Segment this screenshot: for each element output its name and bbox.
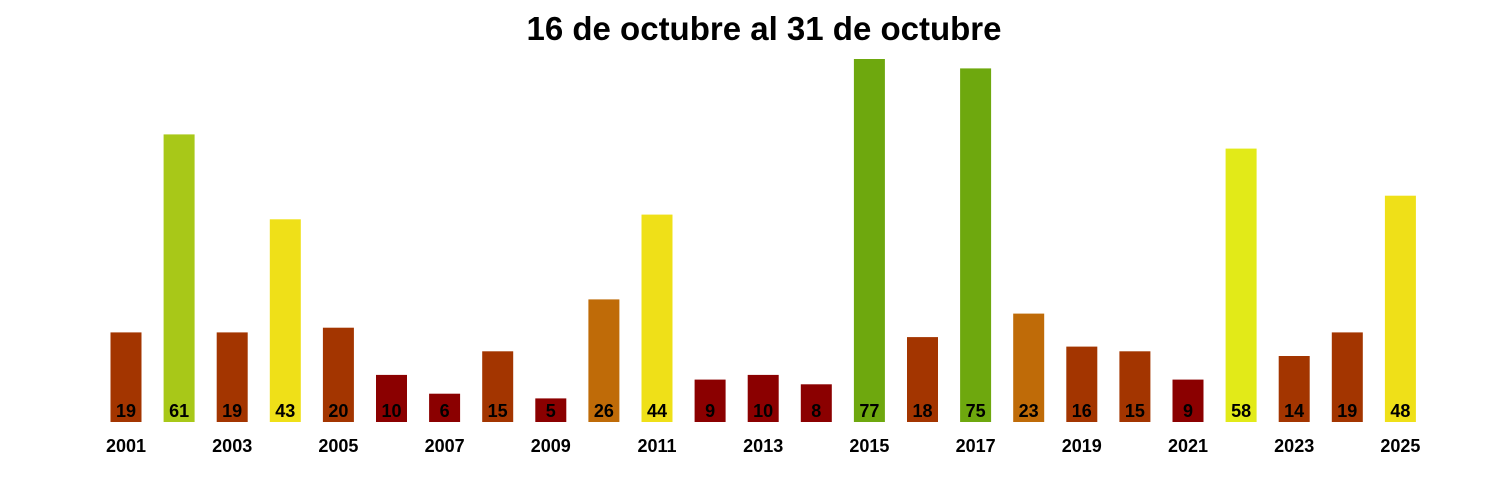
bar-value-label: 20 bbox=[328, 401, 348, 421]
bar-value-label: 61 bbox=[169, 401, 189, 421]
x-tick-label: 2015 bbox=[849, 436, 889, 456]
bar-value-label: 9 bbox=[705, 401, 715, 421]
x-tick-label: 2007 bbox=[425, 436, 465, 456]
x-tick-labels-layer: 2001 2003 2005 2007 2009 2011 2013 2015 2017 2019… bbox=[106, 436, 1420, 456]
bar-2003 bbox=[216, 332, 248, 422]
bar-2018 bbox=[1013, 313, 1045, 422]
value-labels-layer: 19 61 19 43 20 10 6 15 5 26 44 9 10 8 77 18 75 23 16 15 9 58 1… bbox=[116, 401, 1410, 421]
bar-2008 bbox=[482, 351, 514, 422]
bar-2021 bbox=[1172, 379, 1204, 422]
bar-value-label: 9 bbox=[1183, 401, 1193, 421]
bar-2016 bbox=[907, 337, 938, 422]
bar-value-label: 16 bbox=[1072, 401, 1092, 421]
bar-value-label: 15 bbox=[488, 401, 508, 421]
bar-2014 bbox=[800, 384, 832, 422]
bar-2025 bbox=[1384, 195, 1416, 422]
bar-value-label: 5 bbox=[546, 401, 556, 421]
bar-value-label: 43 bbox=[275, 401, 295, 421]
bar-2002 bbox=[163, 134, 195, 422]
bar-value-label: 58 bbox=[1231, 401, 1251, 421]
chart-title: 16 de octubre al 31 de octubre bbox=[526, 10, 1002, 47]
bar-2007 bbox=[429, 393, 461, 422]
bar-value-label: 8 bbox=[811, 401, 821, 421]
bar-2022 bbox=[1225, 148, 1257, 422]
x-tick-label: 2009 bbox=[531, 436, 571, 456]
bar-2006 bbox=[376, 374, 407, 422]
bar-2005 bbox=[322, 327, 354, 422]
bar-value-label: 19 bbox=[1337, 401, 1357, 421]
x-tick-label: 2019 bbox=[1062, 436, 1102, 456]
bar-value-label: 19 bbox=[222, 401, 242, 421]
bar-2004 bbox=[269, 219, 301, 422]
bar-value-label: 44 bbox=[647, 401, 667, 421]
bar-2019 bbox=[1066, 346, 1098, 422]
bar-2010 bbox=[588, 299, 620, 422]
bar-value-label: 26 bbox=[594, 401, 614, 421]
bar-value-label: 75 bbox=[966, 401, 986, 421]
bars-layer bbox=[110, 59, 1416, 423]
bar-2024 bbox=[1331, 332, 1363, 422]
bar-2017 bbox=[960, 68, 992, 423]
bar-2015 bbox=[853, 59, 885, 422]
bar-value-label: 23 bbox=[1019, 401, 1039, 421]
bar-2023 bbox=[1278, 356, 1310, 422]
bar-value-label: 77 bbox=[859, 401, 879, 421]
x-tick-label: 2001 bbox=[106, 436, 146, 456]
bar-value-label: 48 bbox=[1390, 401, 1410, 421]
bar-2011 bbox=[641, 214, 673, 422]
x-tick-label: 2017 bbox=[956, 436, 996, 456]
bar-2009 bbox=[535, 398, 567, 422]
bar-value-label: 19 bbox=[116, 401, 136, 421]
bar-value-label: 6 bbox=[440, 401, 450, 421]
bar-2012 bbox=[694, 379, 726, 422]
x-tick-label: 2023 bbox=[1274, 436, 1314, 456]
bar-value-label: 10 bbox=[381, 401, 401, 421]
bar-value-label: 15 bbox=[1125, 401, 1145, 421]
x-tick-label: 2005 bbox=[318, 436, 358, 456]
x-tick-label: 2013 bbox=[743, 436, 783, 456]
bar-value-label: 18 bbox=[912, 401, 932, 421]
x-tick-label: 2011 bbox=[637, 436, 676, 456]
x-tick-label: 2021 bbox=[1168, 436, 1208, 456]
bar-2020 bbox=[1119, 351, 1151, 422]
bar-value-label: 14 bbox=[1284, 401, 1304, 421]
x-tick-label: 2003 bbox=[212, 436, 252, 456]
bar-2001 bbox=[110, 332, 142, 422]
x-tick-label: 2025 bbox=[1380, 436, 1420, 456]
bar-2013 bbox=[747, 374, 779, 422]
bar-value-label: 10 bbox=[753, 401, 773, 421]
